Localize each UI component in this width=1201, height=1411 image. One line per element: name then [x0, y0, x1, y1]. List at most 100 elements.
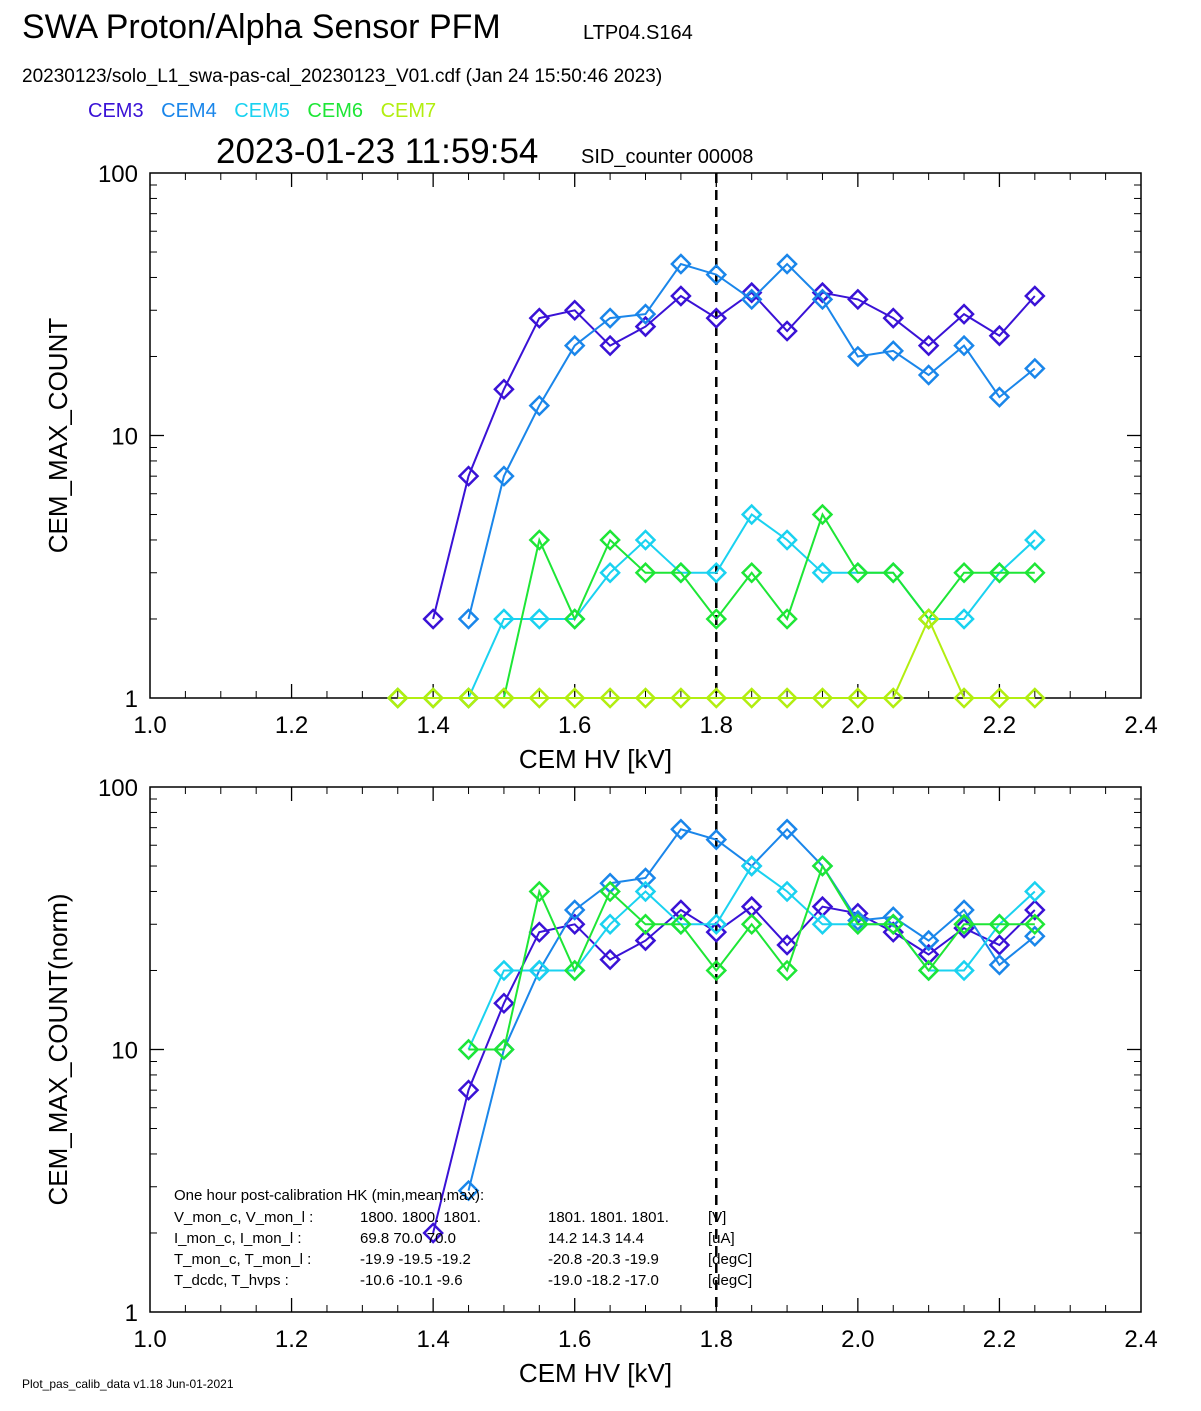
data-point: [599, 687, 621, 709]
data-point: [882, 921, 905, 943]
hk-row-values-l: 14.2 14.3 14.4: [548, 1230, 644, 1247]
data-point: [705, 913, 728, 936]
series-cem5: [457, 503, 1046, 709]
data-point: [599, 334, 621, 357]
data-point: [740, 281, 763, 304]
data-point: [705, 561, 728, 584]
data-point: [882, 687, 905, 709]
data-point: [953, 303, 975, 325]
data-point: [953, 334, 975, 357]
data-point: [634, 929, 657, 952]
data-point: [563, 299, 586, 322]
data-point: [776, 529, 798, 551]
data-point: [740, 561, 763, 584]
data-point: [457, 608, 480, 630]
data-point: [457, 465, 480, 487]
data-point: [953, 687, 975, 709]
data-point: [670, 913, 692, 936]
data-point: [563, 959, 586, 982]
hk-row-label: T_dcdc, T_hvps :: [174, 1272, 289, 1289]
plot-panel-1: 1.0 1.2 1.4 1.6 1.8 2.0 2.2 2.4 1 10 100 CEM HV [kV…: [43, 161, 1158, 774]
series-line: [467, 513, 1036, 699]
series-cem3: [422, 281, 1046, 630]
y-tick-label: 100: [98, 775, 138, 802]
data-point: [599, 948, 621, 971]
hk-row-unit: [degC]: [708, 1272, 752, 1289]
data-point: [528, 687, 551, 709]
x-tick-label: 1.8: [700, 712, 733, 739]
data-point: [917, 364, 940, 386]
hk-row-unit: [degC]: [708, 1251, 752, 1268]
data-point: [882, 307, 905, 329]
data-point: [422, 687, 444, 709]
data-point: [528, 307, 551, 329]
sid-counter: SID_counter 00008: [581, 146, 754, 168]
data-point: [705, 263, 728, 286]
hk-row-values-l: 1801. 1801. 1801.: [548, 1209, 669, 1226]
data-point: [528, 529, 551, 551]
data-point: [670, 253, 692, 275]
data-point: [563, 334, 586, 357]
data-point: [740, 855, 763, 877]
hk-title: One hour post-calibration HK (min,mean,m…: [174, 1187, 484, 1204]
data-point: [670, 899, 692, 921]
data-point: [457, 1079, 480, 1101]
data-point: [493, 992, 515, 1015]
data-point: [563, 687, 586, 709]
x-tick-label: 2.2: [983, 712, 1016, 739]
x-tick-label: 2.4: [1124, 712, 1157, 739]
data-point: [493, 465, 515, 487]
data-point: [670, 561, 692, 584]
data-point: [917, 334, 940, 357]
hk-row-values-l: -20.8 -20.3 -19.9: [548, 1251, 659, 1268]
data-point: [634, 561, 657, 584]
y-axis-label: CEM_MAX_COUNT(norm): [43, 893, 73, 1205]
y-tick-label: 100: [98, 161, 138, 188]
hk-row-label: V_mon_c, V_mon_l :: [174, 1209, 313, 1226]
data-point: [1024, 687, 1046, 709]
data-point: [422, 1222, 444, 1244]
legend: CEM3 CEM4 CEM5 CEM6 CEM7: [88, 100, 448, 123]
hk-annotation: One hour post-calibration HK (min,mean,m…: [174, 1187, 752, 1289]
legend-entry-cem5: CEM5: [234, 100, 290, 122]
data-point: [634, 315, 657, 338]
data-point: [811, 561, 834, 584]
series-line: [468, 863, 1035, 1051]
data-point: [776, 608, 798, 630]
data-point: [917, 608, 940, 630]
plot-frame: [149, 172, 1142, 699]
data-point: [917, 959, 940, 982]
legend-entry-cem3: CEM3: [88, 100, 144, 122]
data-point: [847, 687, 869, 709]
x-tick-label: 2.0: [841, 1326, 874, 1353]
data-point: [457, 687, 480, 709]
data-point: [670, 687, 692, 709]
series-cem4: [457, 253, 1046, 630]
data-point: [563, 608, 586, 630]
data-point: [599, 307, 621, 329]
series-cem3: [422, 895, 1046, 1244]
data-point: [1024, 357, 1046, 380]
data-point: [563, 899, 586, 921]
x-tick-label: 1.0: [133, 712, 166, 739]
data-point: [528, 959, 551, 982]
data-point: [1024, 285, 1046, 307]
series-line: [397, 616, 1035, 699]
hk-row-values-c: -10.6 -10.1 -9.6: [360, 1272, 463, 1289]
timestamp: 2023-01-23 11:59:54: [216, 132, 539, 171]
x-axis-label: CEM HV [kV]: [519, 744, 672, 774]
data-point: [1024, 899, 1046, 921]
data-point: [1024, 529, 1046, 551]
data-point: [1024, 925, 1046, 948]
data-point: [493, 687, 515, 709]
data-point: [811, 288, 834, 311]
data-point: [634, 529, 657, 551]
data-point: [705, 828, 728, 851]
y-tick-label: 10: [111, 1038, 138, 1065]
legend-entry-cem4: CEM4: [161, 100, 217, 122]
data-point: [811, 503, 834, 526]
x-tick-label: 2.2: [983, 1326, 1016, 1353]
series-cem7: [386, 608, 1046, 709]
data-point: [528, 880, 551, 903]
